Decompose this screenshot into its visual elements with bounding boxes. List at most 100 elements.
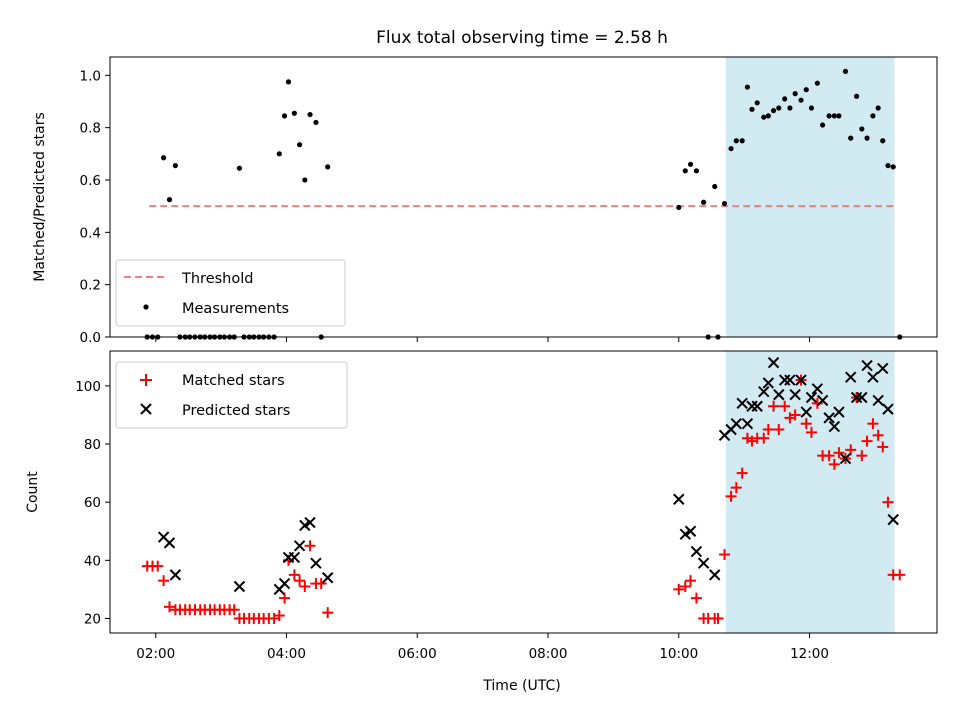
- predicted-point: [762, 377, 775, 389]
- predicted-point: [773, 388, 785, 401]
- predicted-point: [805, 391, 818, 404]
- measurement-point: [859, 126, 865, 132]
- measurement-point: [313, 119, 319, 126]
- matched-point: [158, 575, 170, 587]
- measurement-point: [749, 106, 755, 112]
- measurement-point: [826, 113, 832, 119]
- bottom-ytick-label: 40: [84, 553, 101, 569]
- predicted-point: [709, 569, 721, 581]
- predicted-point: [293, 540, 306, 552]
- predicted-point: [690, 545, 703, 558]
- matched-point: [299, 580, 311, 592]
- matched-point: [152, 560, 164, 572]
- predicted-point: [784, 374, 796, 386]
- top-ytick-label: 0.2: [80, 278, 101, 294]
- bottom-ytick-label: 60: [84, 495, 101, 511]
- measurement-point: [880, 138, 886, 144]
- bottom-ytick-label: 100: [75, 379, 101, 395]
- legend-matched-label: Matched stars: [182, 373, 285, 389]
- matched-point: [768, 400, 780, 412]
- matched-point: [690, 592, 702, 604]
- matched-point: [833, 447, 845, 459]
- matched-point: [877, 441, 889, 453]
- matched-point: [856, 450, 868, 462]
- matched-point: [867, 418, 879, 430]
- measurement-point: [787, 105, 793, 111]
- matched-point: [779, 400, 791, 412]
- measurement-point: [776, 105, 782, 111]
- top-ytick-label: 1.0: [80, 68, 101, 84]
- bottom-legend: Matched stars Predicted stars: [115, 361, 348, 429]
- predicted-point: [811, 383, 824, 395]
- xtick-label: 04:00: [267, 646, 306, 662]
- predicted-point: [882, 403, 894, 415]
- predicted-point: [867, 371, 879, 383]
- predicted-point: [321, 572, 334, 584]
- xtick-label: 12:00: [790, 646, 829, 662]
- predicted-point: [741, 417, 754, 430]
- measurement-point: [281, 113, 288, 119]
- matched-point: [322, 607, 334, 619]
- bottom-y-axis: 20 40 60 80 100: [75, 379, 110, 627]
- matched-point: [861, 435, 873, 447]
- top-ytick-label: 0.4: [80, 225, 101, 241]
- predicted-point: [746, 400, 758, 412]
- predicted-point: [288, 551, 301, 564]
- measurement-point: [836, 113, 842, 119]
- measurement-point: [864, 135, 870, 141]
- predicted-point: [778, 374, 791, 386]
- predicted-point: [887, 513, 899, 526]
- top-legend: Threshold Measurements: [115, 259, 346, 327]
- bottom-y-axis-label: Count: [25, 471, 41, 513]
- bottom-ytick-label: 80: [84, 437, 101, 453]
- predicted-point: [758, 385, 770, 398]
- xtick-label: 08:00: [529, 646, 568, 662]
- measurement-point: [831, 113, 837, 119]
- measurement-point: [754, 100, 760, 106]
- bottom-highlight-span: [725, 351, 895, 633]
- top-y-axis-label: Matched/Predicted stars: [32, 112, 48, 282]
- measurement-point: [161, 155, 167, 161]
- measurement-point: [172, 162, 178, 169]
- matched-point: [719, 549, 731, 561]
- measurement-point: [721, 200, 728, 207]
- measurement-point: [712, 183, 718, 190]
- bottom-panel: 20 40 60 80 100 02:00 04:00 06:00 08:00 10:00 12:…: [25, 350, 938, 694]
- measurement-point: [296, 142, 303, 148]
- x-axis-label: Time (UTC): [482, 678, 560, 694]
- matched-point: [762, 423, 774, 435]
- measurement-point: [870, 113, 876, 119]
- top-panel: 0.0 0.2 0.4 0.6 0.8 1.0 Matched/Predicted sta…: [32, 56, 938, 346]
- predicted-point: [163, 537, 176, 549]
- bottom-ytick-label: 20: [84, 611, 101, 627]
- top-highlight-span: [725, 57, 895, 337]
- chart-title: Flux total observing time = 2.58 h: [376, 28, 668, 48]
- predicted-point: [736, 397, 748, 410]
- matched-point: [736, 467, 748, 479]
- measurement-point: [890, 164, 896, 170]
- predicted-point: [856, 391, 868, 404]
- predicted-point: [823, 412, 835, 424]
- predicted-point: [299, 519, 311, 532]
- measurement-point: [875, 105, 881, 111]
- measurement-point: [285, 79, 292, 85]
- bottom-legend-box: [115, 361, 348, 429]
- matched-point: [800, 418, 812, 430]
- measurement-point: [819, 122, 826, 128]
- top-ytick-label: 0.0: [80, 330, 101, 346]
- measurement-point: [808, 105, 815, 111]
- measurement-point: [770, 108, 777, 114]
- measurement-point: [276, 151, 282, 157]
- matched-point: [773, 423, 785, 435]
- xtick-label: 02:00: [136, 646, 175, 662]
- predicted-point: [850, 391, 863, 404]
- predicted-point: [751, 400, 763, 412]
- matched-point: [828, 458, 840, 470]
- predicted-point: [828, 420, 841, 433]
- predicted-point: [673, 493, 685, 505]
- predicted-point: [795, 374, 807, 386]
- predicted-point: [233, 580, 246, 593]
- measurement-point: [693, 168, 700, 174]
- predicted-point: [730, 417, 743, 430]
